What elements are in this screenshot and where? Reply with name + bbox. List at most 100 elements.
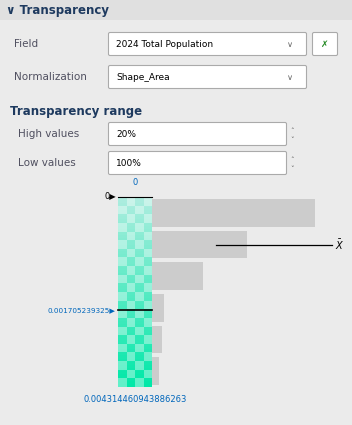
Text: 0: 0	[132, 178, 138, 187]
Bar	[118, 260, 152, 264]
Text: ✗: ✗	[321, 40, 329, 48]
Bar	[118, 380, 152, 384]
Bar	[118, 219, 152, 222]
Text: ˅: ˅	[290, 166, 294, 172]
Bar	[118, 311, 152, 314]
Text: Field: Field	[14, 39, 38, 49]
Bar	[118, 240, 126, 249]
Bar	[118, 326, 152, 330]
Bar	[126, 318, 135, 326]
Bar	[144, 318, 152, 326]
Bar	[126, 335, 135, 344]
Bar	[0, 0, 352, 20]
FancyBboxPatch shape	[108, 122, 287, 145]
Bar	[118, 326, 126, 335]
Bar	[118, 241, 152, 244]
Bar	[135, 309, 144, 318]
Bar	[152, 199, 315, 227]
Bar	[118, 336, 152, 340]
Bar	[118, 295, 152, 298]
Bar	[118, 223, 126, 232]
Bar	[144, 197, 152, 206]
Bar	[152, 357, 159, 385]
Text: ˄: ˄	[290, 157, 294, 163]
Bar	[118, 279, 152, 283]
Bar	[118, 206, 126, 214]
Text: 0.001705239325▶: 0.001705239325▶	[48, 307, 116, 313]
Bar	[118, 292, 152, 295]
Bar	[152, 294, 164, 322]
Bar	[144, 335, 152, 344]
Bar	[118, 342, 152, 346]
Bar	[118, 196, 152, 200]
Bar	[144, 300, 152, 309]
Bar	[144, 352, 152, 361]
Bar	[144, 249, 152, 258]
Text: Low values: Low values	[18, 158, 76, 168]
Bar	[118, 383, 152, 387]
Bar	[144, 232, 152, 240]
Bar	[118, 344, 126, 352]
Text: 0.004314460943886263: 0.004314460943886263	[83, 395, 187, 404]
Bar	[118, 253, 152, 257]
Bar	[135, 344, 144, 352]
Bar	[118, 361, 152, 365]
Bar	[118, 368, 152, 371]
Bar	[126, 283, 135, 292]
Text: ∨: ∨	[287, 73, 293, 82]
Bar	[152, 326, 162, 354]
Text: 0▶: 0▶	[104, 192, 116, 201]
Bar	[118, 209, 152, 213]
Text: $\bar{X}$: $\bar{X}$	[335, 238, 344, 252]
Bar	[118, 364, 152, 368]
Bar	[118, 377, 152, 381]
Bar	[118, 298, 152, 301]
Bar	[118, 282, 152, 286]
Bar	[118, 212, 152, 216]
Bar	[144, 266, 152, 275]
Bar	[135, 240, 144, 249]
Text: Shape_Area: Shape_Area	[116, 73, 170, 82]
Bar	[118, 266, 152, 270]
Text: ∨ Transparency: ∨ Transparency	[6, 3, 109, 17]
Bar	[118, 276, 152, 279]
Bar	[118, 374, 152, 377]
Bar	[118, 206, 152, 210]
Bar	[118, 351, 152, 355]
Bar	[118, 225, 152, 229]
Bar	[126, 352, 135, 361]
Text: 100%: 100%	[116, 159, 142, 167]
Bar	[144, 214, 152, 223]
Bar	[126, 214, 135, 223]
Bar	[118, 247, 152, 251]
FancyBboxPatch shape	[108, 65, 307, 88]
Bar	[118, 346, 152, 349]
Bar	[118, 244, 152, 248]
Bar	[135, 326, 144, 335]
Bar	[118, 222, 152, 226]
Bar	[152, 231, 246, 258]
Bar	[118, 320, 152, 324]
Text: Normalization: Normalization	[14, 72, 87, 82]
Bar	[118, 238, 152, 241]
Bar	[118, 275, 126, 283]
Bar	[118, 250, 152, 254]
Bar	[126, 197, 135, 206]
Bar	[118, 263, 152, 266]
Bar	[118, 339, 152, 343]
Bar	[118, 269, 152, 273]
Bar	[118, 317, 152, 320]
Bar	[135, 378, 144, 387]
Bar	[126, 300, 135, 309]
Bar	[126, 370, 135, 378]
Text: ∨: ∨	[287, 40, 293, 48]
Bar	[118, 358, 152, 362]
Bar	[118, 361, 126, 370]
Text: 20%: 20%	[116, 130, 136, 139]
Bar	[126, 249, 135, 258]
FancyBboxPatch shape	[108, 151, 287, 175]
Text: Transparency range: Transparency range	[10, 105, 142, 117]
Bar	[118, 285, 152, 289]
Bar	[118, 371, 152, 374]
Bar	[118, 228, 152, 232]
